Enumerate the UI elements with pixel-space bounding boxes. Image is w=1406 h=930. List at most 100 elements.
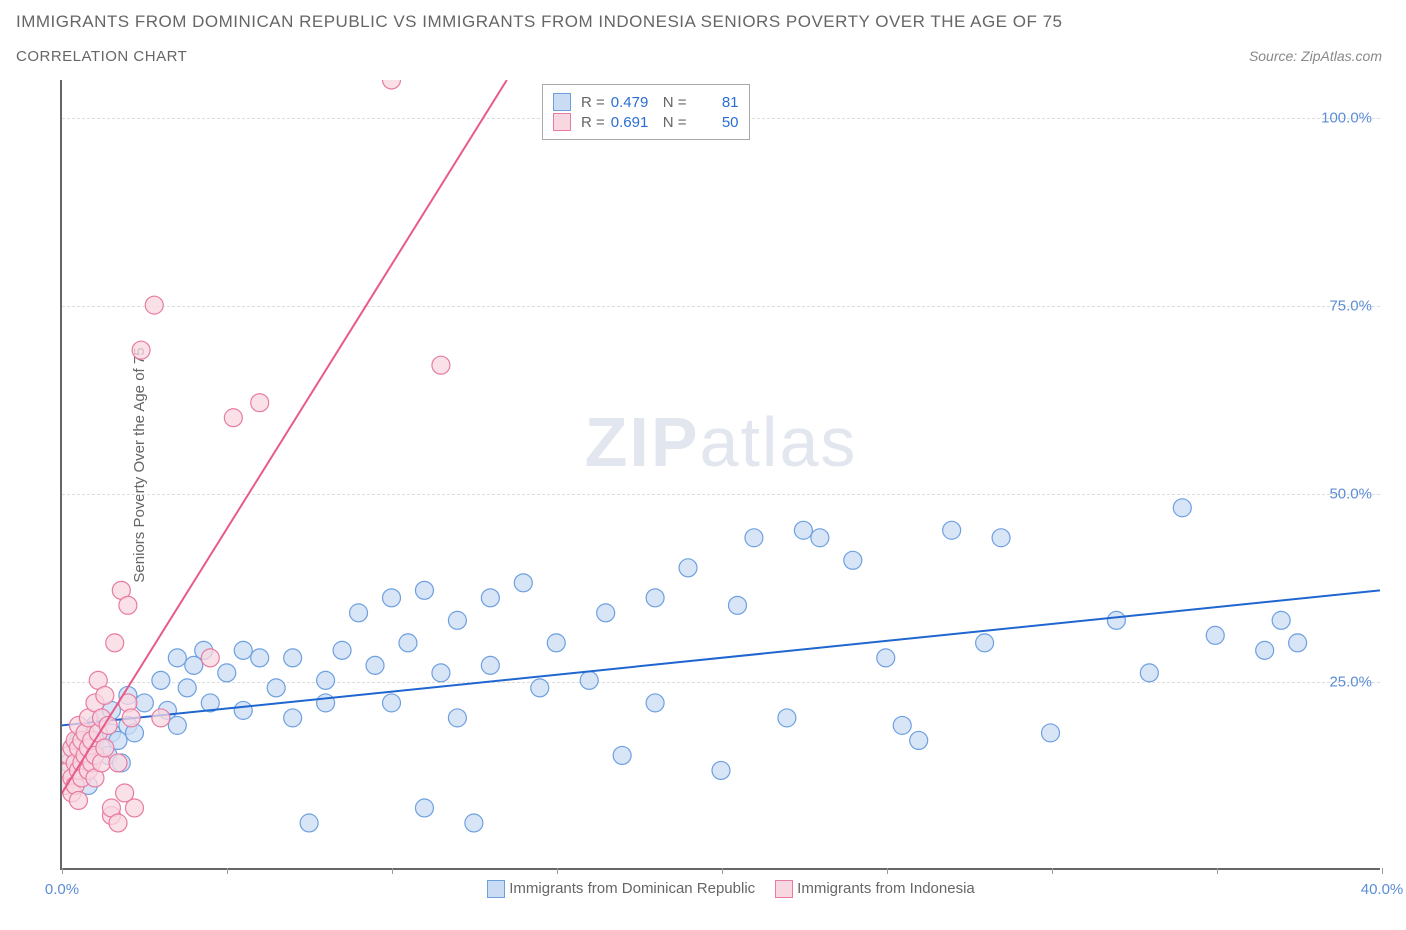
data-point [178, 679, 196, 697]
data-point [1042, 724, 1060, 742]
data-point [399, 634, 417, 652]
x-tick [392, 868, 393, 874]
data-point [811, 529, 829, 547]
data-point [218, 664, 236, 682]
n-value: 50 [693, 114, 739, 131]
data-point [465, 814, 483, 832]
data-point [448, 709, 466, 727]
data-point [679, 559, 697, 577]
data-point [728, 596, 746, 614]
data-point [126, 799, 144, 817]
data-point [597, 604, 615, 622]
data-point [712, 761, 730, 779]
swatch-icon [487, 880, 505, 898]
data-point [1140, 664, 1158, 682]
data-point [943, 521, 961, 539]
data-point [877, 649, 895, 667]
data-point [69, 791, 87, 809]
data-point [514, 574, 532, 592]
data-point [96, 739, 114, 757]
x-tick [62, 868, 63, 874]
data-point [646, 694, 664, 712]
data-point [1107, 611, 1125, 629]
data-point [366, 656, 384, 674]
data-point [481, 589, 499, 607]
data-point [448, 611, 466, 629]
data-point [613, 746, 631, 764]
swatch-icon [553, 113, 571, 131]
legend-series-label: Immigrants from Indonesia [797, 880, 975, 897]
data-point [1289, 634, 1307, 652]
data-point [96, 686, 114, 704]
x-tick [722, 868, 723, 874]
x-tick [557, 868, 558, 874]
n-label: N = [663, 94, 687, 111]
data-point [415, 581, 433, 599]
data-point [1256, 641, 1274, 659]
data-point [145, 296, 163, 314]
data-point [234, 641, 252, 659]
data-point [383, 80, 401, 89]
r-label: R = [581, 94, 605, 111]
data-point [531, 679, 549, 697]
data-point [109, 754, 127, 772]
data-point [251, 649, 269, 667]
n-value: 81 [693, 94, 739, 111]
plot-area: ZIPatlas R =0.479N =81R =0.691N =50 Immi… [60, 80, 1380, 870]
data-point [893, 716, 911, 734]
legend-series: Immigrants from Dominican RepublicImmigr… [62, 880, 1380, 898]
data-point [168, 649, 186, 667]
swatch-icon [775, 880, 793, 898]
data-point [580, 671, 598, 689]
data-point [109, 814, 127, 832]
data-point [432, 664, 450, 682]
r-label: R = [581, 114, 605, 131]
legend-stat-row: R =0.691N =50 [553, 113, 739, 131]
data-point [1206, 626, 1224, 644]
data-point [415, 799, 433, 817]
data-point [234, 701, 252, 719]
chart-subtitle: CORRELATION CHART [16, 48, 187, 65]
legend-stats: R =0.479N =81R =0.691N =50 [542, 84, 750, 140]
data-point [106, 634, 124, 652]
r-value: 0.691 [611, 114, 657, 131]
data-point [481, 656, 499, 674]
data-point [300, 814, 318, 832]
r-value: 0.479 [611, 94, 657, 111]
data-point [333, 641, 351, 659]
data-point [432, 356, 450, 374]
chart-title: IMMIGRANTS FROM DOMINICAN REPUBLIC VS IM… [16, 12, 1062, 32]
data-point [122, 709, 140, 727]
x-tick [1052, 868, 1053, 874]
data-point [135, 694, 153, 712]
data-point [976, 634, 994, 652]
x-tick [1382, 868, 1383, 874]
data-point [168, 716, 186, 734]
x-tick-label: 40.0% [1361, 881, 1404, 898]
data-point [350, 604, 368, 622]
data-point [910, 731, 928, 749]
data-point [119, 596, 137, 614]
data-point [745, 529, 763, 547]
chart-svg [62, 80, 1380, 868]
data-point [317, 671, 335, 689]
data-point [794, 521, 812, 539]
data-point [547, 634, 565, 652]
data-point [844, 551, 862, 569]
data-point [646, 589, 664, 607]
data-point [267, 679, 285, 697]
data-point [224, 409, 242, 427]
x-tick [1217, 868, 1218, 874]
data-point [284, 649, 302, 667]
swatch-icon [553, 93, 571, 111]
legend-stat-row: R = 0.479 N = 81 [553, 93, 739, 111]
data-point [1272, 611, 1290, 629]
x-tick-label: 0.0% [45, 881, 79, 898]
data-point [132, 341, 150, 359]
data-point [383, 589, 401, 607]
data-point [383, 694, 401, 712]
data-point [284, 709, 302, 727]
data-point [201, 649, 219, 667]
data-point [992, 529, 1010, 547]
data-point [152, 709, 170, 727]
